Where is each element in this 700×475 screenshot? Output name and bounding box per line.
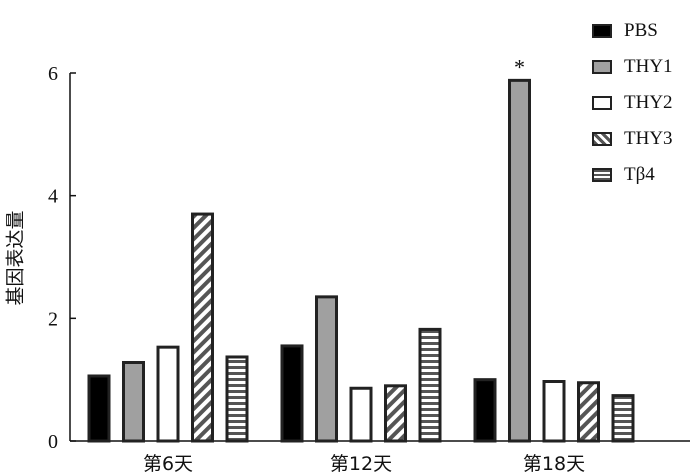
x-tick-label: 第12天: [330, 453, 392, 475]
bar-thy1-2: [508, 78, 531, 443]
legend-label: Tβ4: [624, 164, 655, 185]
bar-thy2-2: [542, 380, 566, 443]
legend-label: THY2: [624, 92, 673, 113]
x-tick-label: 第6天: [143, 453, 193, 475]
bar-t4-2: [611, 394, 635, 443]
bar-thy2-1: [349, 386, 373, 443]
bar-thy1-0: [122, 360, 145, 443]
bar-thy1-1: [315, 295, 338, 443]
legend-label: THY3: [624, 128, 673, 149]
bar-pbs-1: [280, 344, 304, 443]
y-tick-label: 2: [48, 308, 58, 330]
y-tick-label: 6: [48, 63, 58, 85]
x-tick-label: 第18天: [523, 453, 585, 475]
legend-item: Tβ4: [592, 164, 655, 186]
legend-swatch: [592, 132, 612, 146]
legend-swatch: [592, 24, 612, 38]
legend-label: THY1: [624, 56, 673, 77]
legend-item: PBS: [592, 20, 658, 42]
bar-thy2-0: [156, 345, 180, 443]
bar-pbs-2: [473, 378, 497, 443]
bar-pbs-0: [87, 374, 111, 443]
legend-item: THY2: [592, 92, 673, 114]
legend-item: THY3: [592, 128, 673, 150]
y-tick-label: 4: [48, 186, 58, 208]
y-axis-label: 基因表达量: [4, 210, 27, 306]
legend-swatch: [592, 60, 612, 74]
bar-t4-1: [418, 327, 442, 443]
significance-annotation: *: [514, 54, 525, 79]
bar-t4-0: [225, 355, 249, 443]
legend-swatch: [592, 96, 612, 110]
bar-thy3-2: [577, 381, 600, 443]
bar-thy3-0: [191, 212, 214, 443]
legend-label: PBS: [624, 20, 658, 41]
legend-item: THY1: [592, 56, 673, 78]
y-tick-label: 0: [48, 431, 58, 453]
bar-thy3-1: [384, 384, 407, 443]
legend-swatch: [592, 168, 612, 182]
